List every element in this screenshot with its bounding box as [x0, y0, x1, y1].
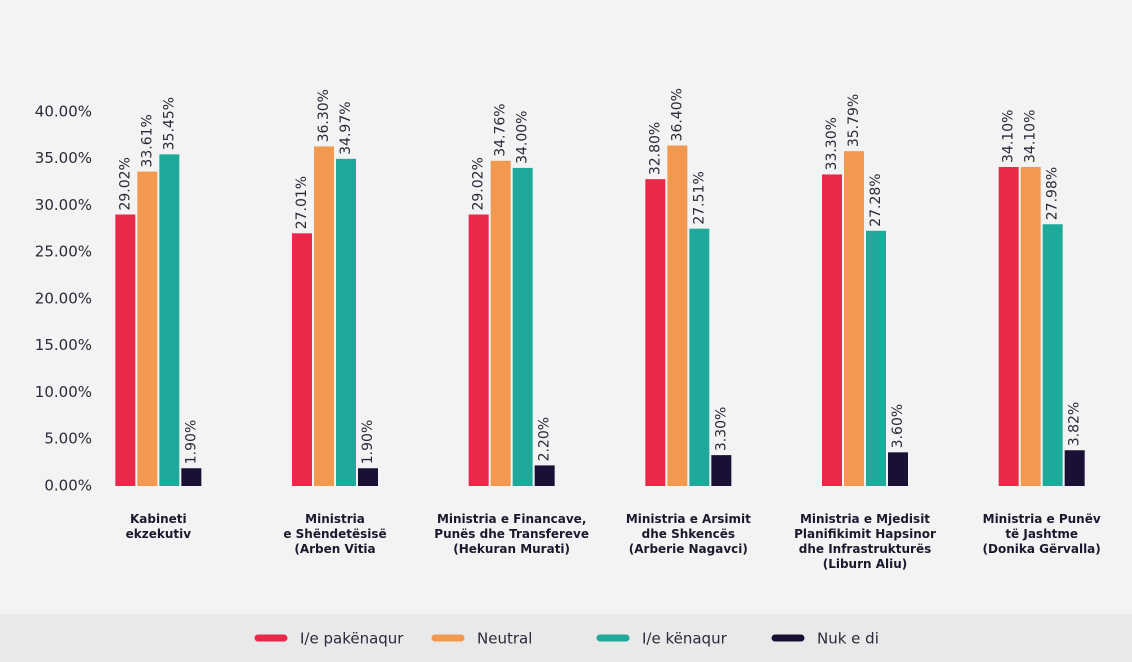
- y-tick-label: 35.00%: [35, 149, 92, 167]
- bar: [667, 145, 688, 487]
- y-tick-label: 10.00%: [35, 383, 92, 401]
- bar: [645, 179, 666, 487]
- bar: [490, 160, 511, 486]
- bar: [711, 455, 732, 486]
- value-label: 34.00%: [515, 111, 531, 164]
- value-label: 3.82%: [1067, 402, 1083, 446]
- bar: [1020, 166, 1041, 486]
- x-tick-label: Ministria e Punëv të Jashtme (Donika Gër…: [982, 512, 1101, 556]
- value-label: 34.76%: [493, 103, 509, 156]
- bar: [689, 228, 710, 486]
- y-tick-label: 5.00%: [44, 430, 92, 448]
- bar: [137, 171, 158, 486]
- y-tick-label: 30.00%: [35, 196, 92, 214]
- bar: [115, 214, 136, 487]
- value-label: 36.30%: [316, 89, 332, 142]
- y-tick-label: 20.00%: [35, 289, 92, 307]
- bar: [159, 154, 180, 486]
- value-label: 35.45%: [161, 97, 177, 150]
- value-label: 27.51%: [691, 171, 707, 224]
- value-label: 27.01%: [294, 176, 310, 229]
- value-label: 29.02%: [471, 157, 487, 210]
- bar: [336, 158, 356, 486]
- bar: [358, 468, 378, 486]
- value-label: 34.10%: [1023, 110, 1039, 163]
- y-tick-label: 40.00%: [35, 102, 92, 120]
- legend-label: I/e kënaqur: [642, 630, 728, 648]
- value-label: 35.79%: [846, 94, 862, 147]
- y-tick-label: 15.00%: [35, 336, 92, 354]
- bar: [468, 214, 489, 487]
- bar: [1042, 224, 1063, 486]
- bar: [314, 146, 334, 487]
- legend-band: [0, 614, 1132, 662]
- value-label: 27.28%: [868, 173, 884, 226]
- legend-label: Nuk e di: [817, 630, 879, 648]
- bar: [1064, 450, 1085, 486]
- bar: [181, 468, 202, 486]
- legend-label: Neutral: [477, 630, 532, 648]
- x-tick-label: Ministria e Shëndetësisë (Arben Vitia: [283, 512, 387, 556]
- bar: [512, 167, 533, 486]
- bar: [534, 465, 555, 486]
- value-label: 34.97%: [338, 101, 354, 154]
- value-label: 29.02%: [117, 157, 133, 210]
- bar: [998, 166, 1019, 486]
- value-label: 32.80%: [647, 122, 663, 175]
- y-tick-label: 0.00%: [44, 477, 92, 495]
- value-label: 1.90%: [183, 420, 199, 464]
- x-tick-label: Ministria e Financave, Punës dhe Transfe…: [434, 512, 590, 556]
- bar: [888, 452, 908, 486]
- value-label: 3.30%: [713, 407, 729, 451]
- y-tick-label: 25.00%: [35, 243, 92, 261]
- bar: [822, 174, 842, 486]
- bar: [292, 233, 312, 486]
- value-label: 2.20%: [537, 417, 553, 461]
- legend-label: I/e pakënaqur: [300, 630, 404, 648]
- value-label: 33.30%: [824, 117, 840, 170]
- value-label: 27.98%: [1045, 167, 1061, 220]
- x-tick-label: Ministria e Arsimit dhe Shkencës (Arberi…: [625, 512, 751, 556]
- value-label: 34.10%: [1001, 110, 1017, 163]
- value-label: 3.60%: [890, 404, 906, 448]
- value-label: 36.40%: [669, 88, 685, 141]
- value-label: 1.90%: [360, 420, 376, 464]
- x-tick-label: Kabineti ekzekutiv: [125, 512, 192, 541]
- x-tick-label: Ministria e Mjedisit Planifikimit Hapsin…: [794, 512, 936, 571]
- value-label: 33.61%: [139, 114, 155, 167]
- bar: [866, 230, 886, 486]
- bar: [844, 151, 864, 486]
